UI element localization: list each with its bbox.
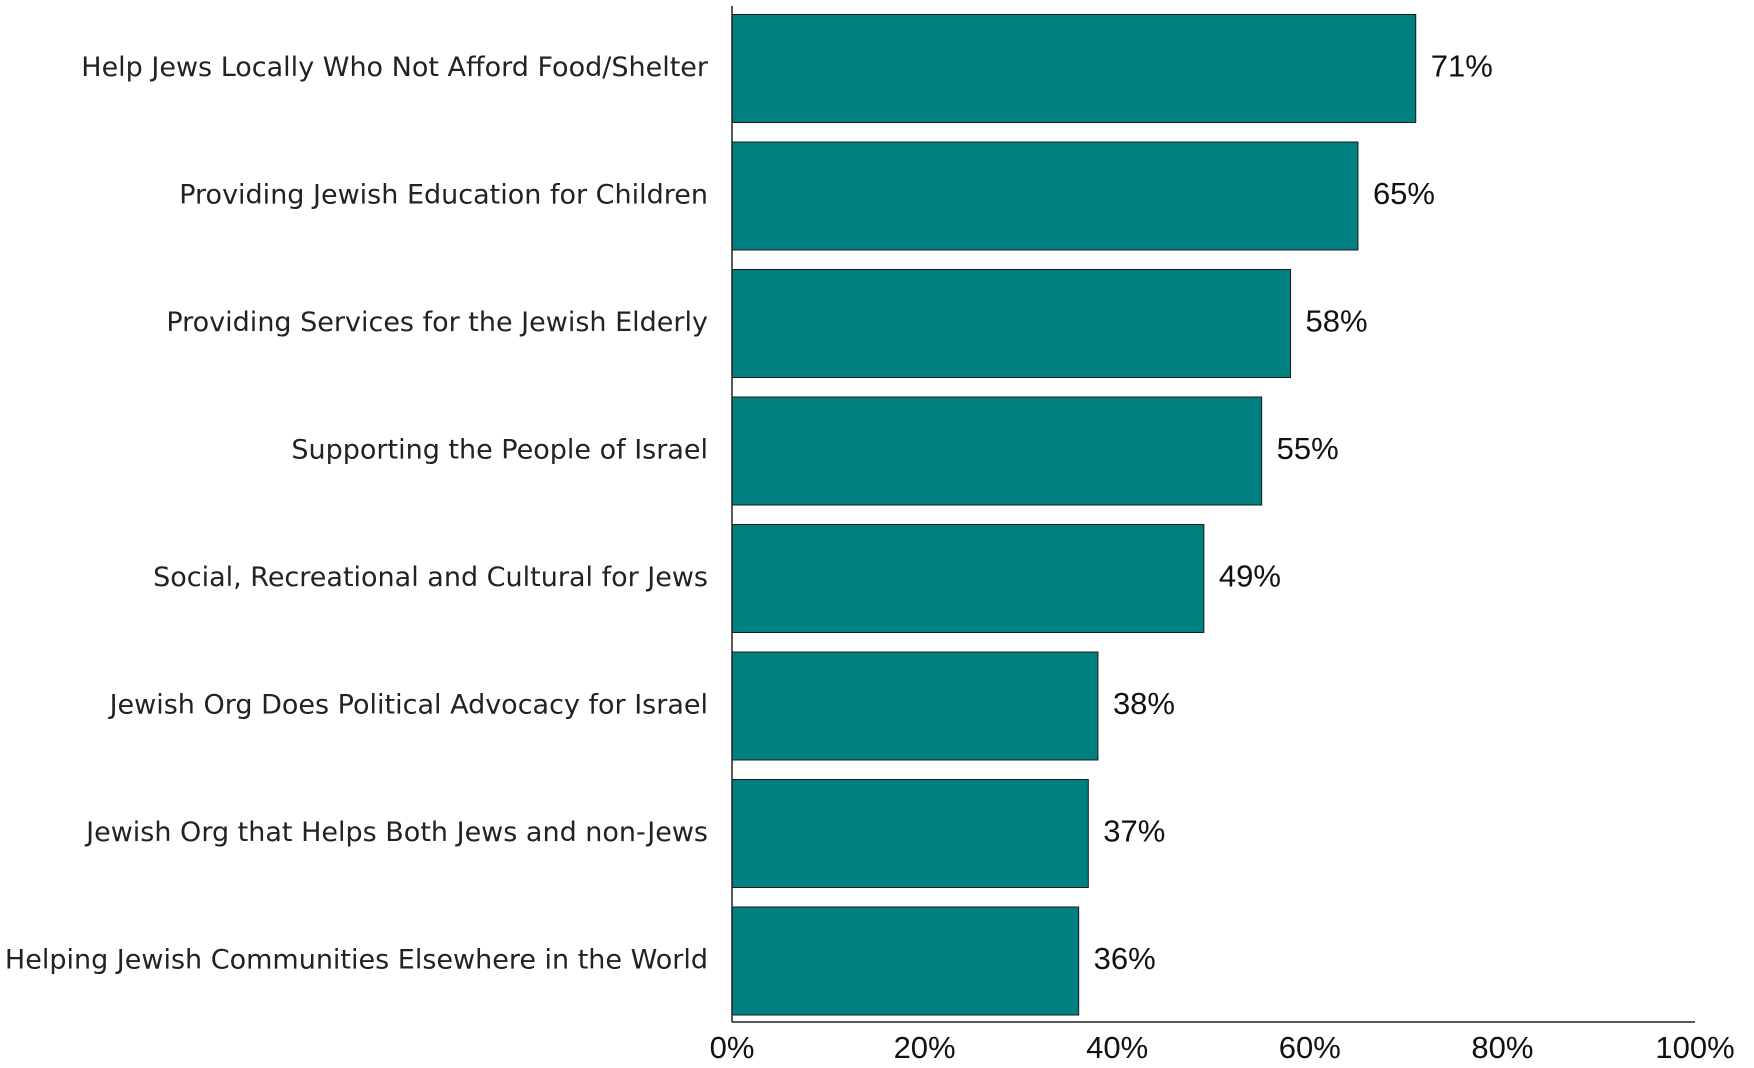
axis-layer: 0% 20% 40% 60% 80% 100% <box>710 6 1735 1065</box>
category-label: Helping Jewish Communities Elsewhere in … <box>5 945 708 976</box>
category-label: Jewish Org that Helps Both Jews and non-… <box>84 817 708 848</box>
data-label: 37% <box>1103 814 1165 849</box>
bar <box>731 14 1417 123</box>
data-label: 49% <box>1219 559 1281 594</box>
data-label: 55% <box>1277 431 1339 466</box>
category-label: Providing Services for the Jewish Elderl… <box>166 307 708 338</box>
bars-layer <box>731 14 1417 1016</box>
bar <box>731 779 1089 888</box>
data-label: 38% <box>1113 686 1175 721</box>
x-tick-label: 0% <box>710 1030 755 1065</box>
x-tick-label: 40% <box>1086 1030 1148 1065</box>
data-label: 36% <box>1094 941 1156 976</box>
bar <box>731 651 1099 761</box>
category-label: Supporting the People of Israel <box>291 435 708 466</box>
category-label: Jewish Org Does Political Advocacy for I… <box>108 690 708 721</box>
labels-layer: Help Jews Locally Who Not Afford Food/Sh… <box>5 49 1493 977</box>
bar <box>731 524 1205 633</box>
category-label: Help Jews Locally Who Not Afford Food/Sh… <box>81 52 709 83</box>
category-label: Providing Jewish Education for Children <box>179 180 708 211</box>
bar <box>731 906 1080 1016</box>
category-label: Social, Recreational and Cultural for Je… <box>153 562 708 593</box>
x-tick-label: 60% <box>1279 1030 1341 1065</box>
x-tick-label: 100% <box>1655 1030 1734 1065</box>
data-label: 71% <box>1431 49 1493 84</box>
x-tick-label: 20% <box>894 1030 956 1065</box>
data-label: 58% <box>1306 304 1368 339</box>
x-tick-label: 80% <box>1471 1030 1533 1065</box>
bar <box>731 396 1263 506</box>
bar <box>731 141 1359 251</box>
bar <box>731 269 1292 378</box>
data-label: 65% <box>1373 176 1435 211</box>
